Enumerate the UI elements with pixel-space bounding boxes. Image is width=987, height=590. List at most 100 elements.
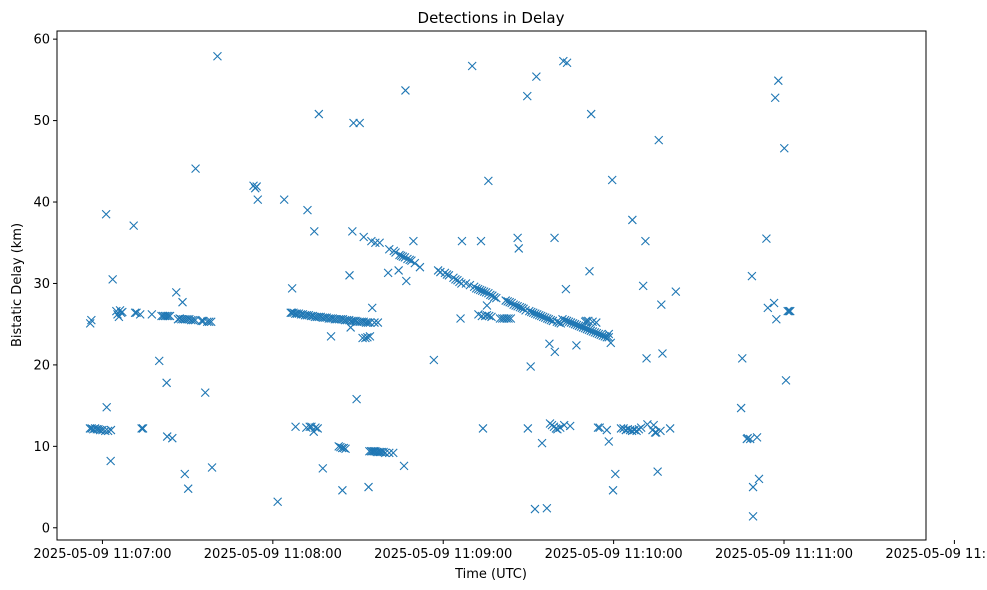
detection-marker: [562, 58, 572, 68]
detection-marker: [531, 72, 541, 81]
detection-marker: [200, 388, 210, 397]
detection-marker: [162, 432, 172, 441]
detection-marker: [555, 423, 565, 433]
detection-marker: [326, 332, 336, 341]
detection-marker: [736, 403, 746, 413]
detection-marker: [656, 300, 666, 310]
y-tick-label: 30: [33, 277, 50, 292]
detection-marker: [103, 426, 113, 436]
detection-marker: [593, 423, 603, 433]
detection-marker: [102, 402, 112, 412]
detection-marker: [636, 423, 646, 433]
detection-marker: [207, 463, 217, 472]
detection-marker: [318, 463, 328, 473]
detection-marker: [291, 422, 300, 432]
x-tick-label: 2025-05-09 11:12:00: [885, 547, 987, 562]
detection-marker: [129, 221, 139, 231]
detection-marker: [649, 420, 659, 430]
detection-marker: [206, 317, 216, 327]
detection-marker: [783, 306, 793, 316]
detection-marker: [401, 276, 411, 286]
detection-marker: [476, 236, 486, 246]
detection-marker: [650, 428, 660, 437]
detection-marker: [521, 305, 530, 315]
detection-marker: [641, 236, 650, 246]
detection-marker: [359, 232, 369, 242]
detection-marker: [748, 511, 758, 521]
detection-marker: [311, 423, 320, 433]
detection-marker: [565, 421, 575, 431]
detection-marker: [353, 317, 362, 327]
detection-marker: [180, 469, 190, 479]
y-tick-label: 50: [33, 114, 50, 129]
detection-marker: [361, 333, 370, 343]
detection-marker: [370, 238, 380, 248]
y-axis-ticks: 0 10 20 30 40 50 60: [33, 33, 57, 536]
detection-marker: [542, 503, 552, 513]
detection-marker: [773, 76, 783, 86]
detection-marker: [313, 424, 323, 433]
detection-marker: [213, 51, 222, 61]
detection-marker: [363, 318, 373, 327]
detection-marker: [314, 109, 324, 119]
detection-marker: [546, 315, 556, 325]
detection-marker: [442, 270, 452, 279]
detection-marker: [400, 253, 410, 262]
detection-marker: [309, 226, 319, 236]
detection-marker: [377, 447, 386, 457]
detection-marker: [743, 433, 753, 443]
detection-marker: [487, 312, 496, 322]
detection-marker: [642, 354, 651, 363]
detection-marker: [399, 461, 409, 471]
detection-marker: [279, 195, 289, 204]
detection-marker: [429, 355, 439, 365]
detection-marker: [506, 314, 516, 323]
detection-marker: [653, 467, 663, 476]
detection-marker: [347, 226, 357, 236]
detection-marker: [762, 234, 771, 244]
detection-marker: [154, 356, 164, 366]
detection-marker: [401, 86, 410, 95]
detection-marker: [451, 275, 460, 284]
y-axis-label: Bistatic Delay (km): [10, 223, 25, 347]
detection-marker: [162, 378, 172, 388]
detection-marker: [552, 424, 562, 434]
x-tick-label: 2025-05-09 11:11:00: [715, 547, 853, 562]
detection-marker: [273, 497, 283, 507]
detection-marker: [303, 205, 312, 215]
detection-marker: [373, 318, 383, 327]
detection-marker: [591, 318, 601, 327]
detection-marker: [405, 255, 415, 265]
detection-marker: [345, 270, 354, 280]
detection-marker: [108, 275, 118, 284]
detection-marker: [671, 287, 681, 296]
x-tick-label: 2025-05-09 11:07:00: [33, 547, 171, 562]
detection-marker: [747, 271, 757, 281]
detection-marker: [384, 448, 394, 458]
detection-marker: [367, 303, 377, 313]
plot-area: [57, 31, 926, 540]
x-tick-label: 2025-05-09 11:09:00: [374, 547, 512, 562]
x-tick-label: 2025-05-09 11:08:00: [204, 547, 342, 562]
y-tick-label: 20: [33, 358, 50, 373]
detection-marker: [771, 314, 781, 324]
detection-marker: [572, 340, 581, 350]
detection-marker: [349, 118, 358, 128]
detection-marker: [388, 448, 398, 458]
detection-marker: [478, 424, 488, 433]
detection-marker: [784, 306, 794, 316]
detection-marker: [162, 311, 172, 321]
detection-marker: [178, 297, 187, 307]
detection-marker: [737, 354, 747, 363]
detection-marker: [415, 262, 425, 272]
x-tick-label: 2025-05-09 11:10:00: [545, 547, 683, 562]
detection-marker: [457, 279, 466, 288]
detection-marker: [86, 315, 96, 325]
detection-marker: [191, 164, 200, 174]
detection-marker: [363, 332, 372, 342]
y-tick-label: 60: [33, 33, 50, 48]
detection-marker: [287, 283, 297, 293]
detection-marker: [745, 434, 755, 444]
detection-marker: [355, 118, 365, 128]
detection-marker: [517, 303, 527, 313]
